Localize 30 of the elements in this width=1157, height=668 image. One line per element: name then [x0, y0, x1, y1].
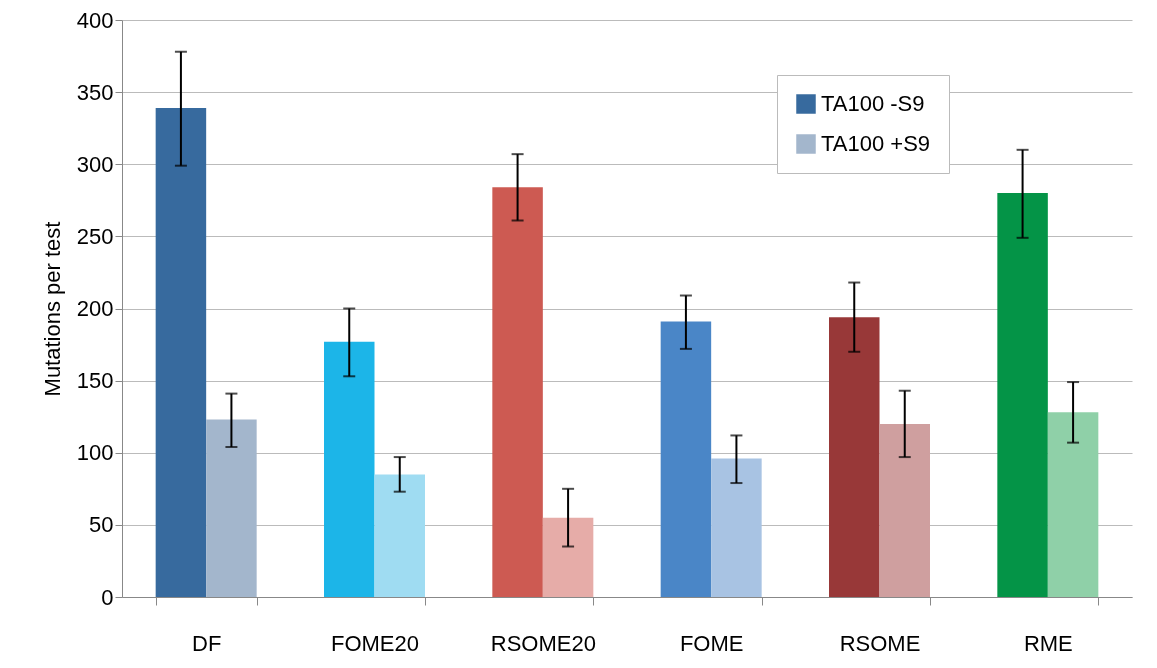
x-tick-label: RSOME: [839, 630, 921, 656]
x-tick-label: RSOME20: [490, 630, 596, 656]
x-tick-label: RME: [1023, 630, 1073, 656]
bar: [542, 517, 594, 597]
y-tick-label: 350: [76, 79, 114, 105]
bar: [206, 419, 257, 597]
bar: [997, 193, 1048, 597]
bar: [324, 341, 375, 597]
y-tick-label: 400: [76, 7, 114, 33]
legend-label: TA100 -S9: [821, 91, 925, 116]
y-axis-title: Mutations per test: [39, 221, 65, 397]
y-tick-label: 200: [76, 296, 114, 321]
x-tick-label: FOME20: [330, 630, 420, 656]
bar: [660, 321, 712, 597]
bar: [711, 458, 762, 597]
y-tick-label: 100: [76, 440, 114, 466]
y-tick-label: 50: [89, 512, 114, 538]
bar: [1047, 412, 1099, 597]
x-tick-label: FOME: [679, 630, 744, 656]
bar: [829, 317, 880, 597]
y-tick-label: 250: [76, 223, 114, 249]
bar: [879, 423, 930, 597]
bar: [374, 474, 425, 597]
legend-label: TA100 +S9: [821, 131, 931, 156]
y-tick-label: 0: [101, 584, 114, 610]
bar: [492, 187, 543, 597]
bar: [155, 107, 207, 597]
y-tick-label: 150: [76, 368, 114, 394]
y-tick-label: 300: [76, 151, 114, 177]
x-tick-label: DF: [192, 630, 222, 656]
